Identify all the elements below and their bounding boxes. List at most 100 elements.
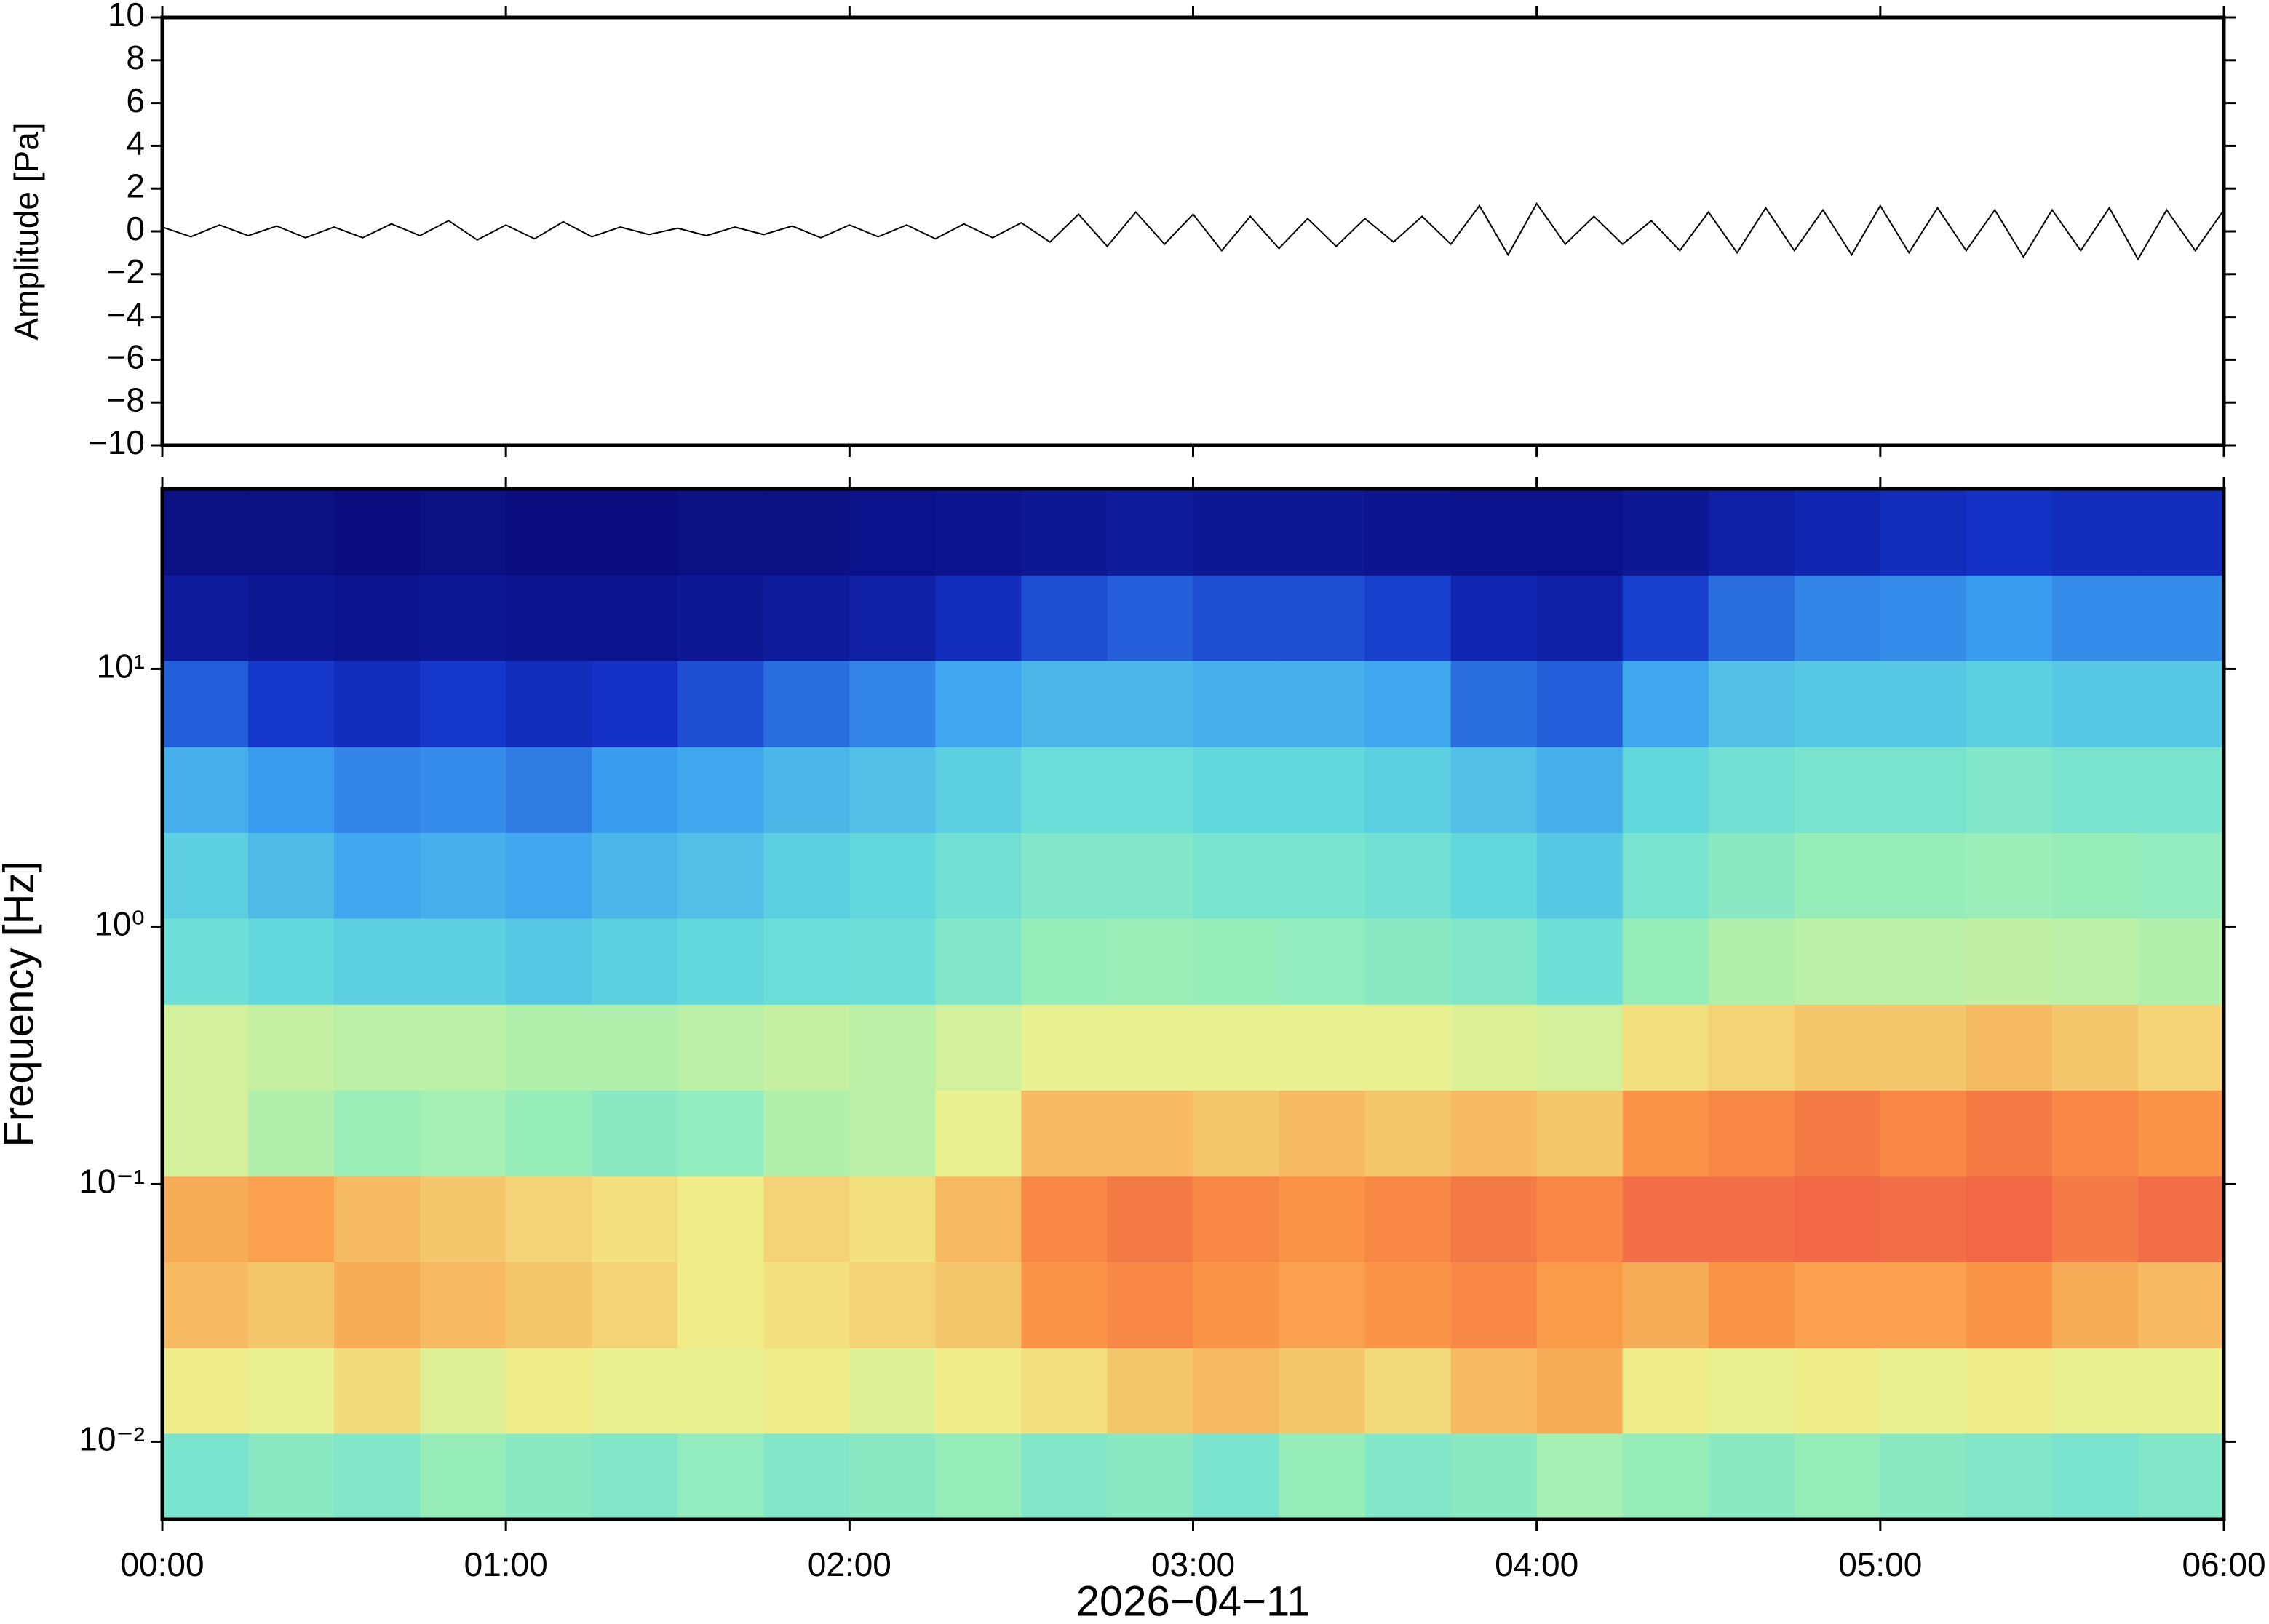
heat-cell (935, 1433, 1022, 1519)
heat-cell (849, 575, 937, 661)
heat-cell (1708, 1348, 1795, 1434)
heat-cell (506, 1090, 593, 1177)
y-tick-label: −6 (107, 338, 145, 376)
y-axis-label: Amplitude [Pa] (7, 122, 45, 340)
heat-cell (248, 489, 335, 576)
heat-cell (506, 918, 593, 1005)
heat-cell (2137, 1348, 2224, 1434)
heat-cell (1880, 1090, 1967, 1177)
heat-cell (849, 1090, 937, 1177)
heat-cell (420, 1004, 506, 1091)
heat-cell (592, 1175, 679, 1262)
heat-cell (1708, 1175, 1795, 1262)
heat-cell (162, 1175, 249, 1262)
heat-cell (2051, 1262, 2139, 1348)
heat-cell (248, 1433, 335, 1519)
plot-area (162, 489, 2224, 1519)
heat-cell (2051, 489, 2139, 576)
heat-cell (1193, 660, 1280, 747)
heat-cell (1708, 575, 1795, 661)
heat-cell (2051, 660, 2139, 747)
heat-cell (1364, 1175, 1452, 1262)
heat-cell (763, 1262, 851, 1348)
heat-cell (1966, 918, 2053, 1005)
heat-cell (248, 1262, 335, 1348)
heat-cell (1279, 1348, 1366, 1434)
heat-cell (334, 1004, 421, 1091)
heat-cell (420, 1090, 506, 1177)
heat-cell (677, 1262, 765, 1348)
heat-cell (1536, 1090, 1624, 1177)
heat-cell (592, 575, 679, 661)
heat-cell (1107, 575, 1194, 661)
heat-cell (1794, 1090, 1881, 1177)
heat-cell (1193, 489, 1280, 576)
heat-cell (506, 575, 593, 661)
heat-cell (1021, 832, 1108, 919)
heat-cell (1279, 1175, 1366, 1262)
heat-cell (1107, 1090, 1194, 1177)
heat-cell (1107, 918, 1194, 1005)
heat-cell (849, 1262, 937, 1348)
heat-cell (1193, 1090, 1280, 1177)
heat-cell (1794, 1262, 1881, 1348)
heat-cell (1794, 832, 1881, 919)
y-tick-label: 10¹ (97, 648, 145, 685)
heat-cell (677, 1433, 765, 1519)
heat-cell (1708, 489, 1795, 576)
heat-cell (763, 1433, 851, 1519)
heat-cell (1536, 918, 1624, 1005)
heat-cell (1880, 832, 1967, 919)
heat-cell (1708, 1433, 1795, 1519)
heat-cell (849, 1348, 937, 1434)
heat-cell (935, 1004, 1022, 1091)
heat-cell (1622, 1004, 1709, 1091)
x-tick-label: 01:00 (464, 1545, 548, 1583)
heat-cell (248, 832, 335, 919)
heat-cell (1279, 1090, 1366, 1177)
heat-cell (1450, 575, 1538, 661)
heat-cell (2051, 1348, 2139, 1434)
heat-cell (248, 575, 335, 661)
heat-cell (1279, 832, 1366, 919)
heat-cell (1193, 747, 1280, 833)
heat-cell (1536, 1348, 1624, 1434)
heat-cell (1536, 489, 1624, 576)
heat-cell (1107, 1004, 1194, 1091)
heat-cell (1450, 660, 1538, 747)
heat-cell (2137, 1090, 2224, 1177)
heat-cell (1622, 660, 1709, 747)
heat-cell (1107, 660, 1194, 747)
heat-cell (1708, 832, 1795, 919)
heat-cell (1880, 575, 1967, 661)
heat-cell (1364, 1090, 1452, 1177)
heat-cell (420, 918, 506, 1005)
heat-cell (334, 1262, 421, 1348)
heat-cell (506, 1433, 593, 1519)
heat-cell (1794, 918, 1881, 1005)
waveform (162, 202, 2224, 261)
heat-cell (1107, 832, 1194, 919)
heat-cell (2051, 747, 2139, 833)
heat-cell (248, 918, 335, 1005)
heat-cell (849, 1175, 937, 1262)
heat-cell (1622, 489, 1709, 576)
heat-cell (2051, 1433, 2139, 1519)
heat-cell (935, 1262, 1022, 1348)
heat-cell (1193, 1262, 1280, 1348)
heat-cell (677, 489, 765, 576)
heat-cell (162, 747, 249, 833)
heat-cell (334, 1175, 421, 1262)
heat-cell (2137, 832, 2224, 919)
y-tick-label: −8 (107, 381, 145, 418)
heat-cell (1450, 1433, 1538, 1519)
heat-cell (162, 1004, 249, 1091)
heat-cell (1966, 747, 2053, 833)
heat-cell (420, 489, 506, 576)
heat-cell (1107, 489, 1194, 576)
heat-cell (2051, 1004, 2139, 1091)
heat-cell (763, 832, 851, 919)
heat-cell (1193, 1175, 1280, 1262)
y-tick-label: −10 (88, 423, 145, 461)
